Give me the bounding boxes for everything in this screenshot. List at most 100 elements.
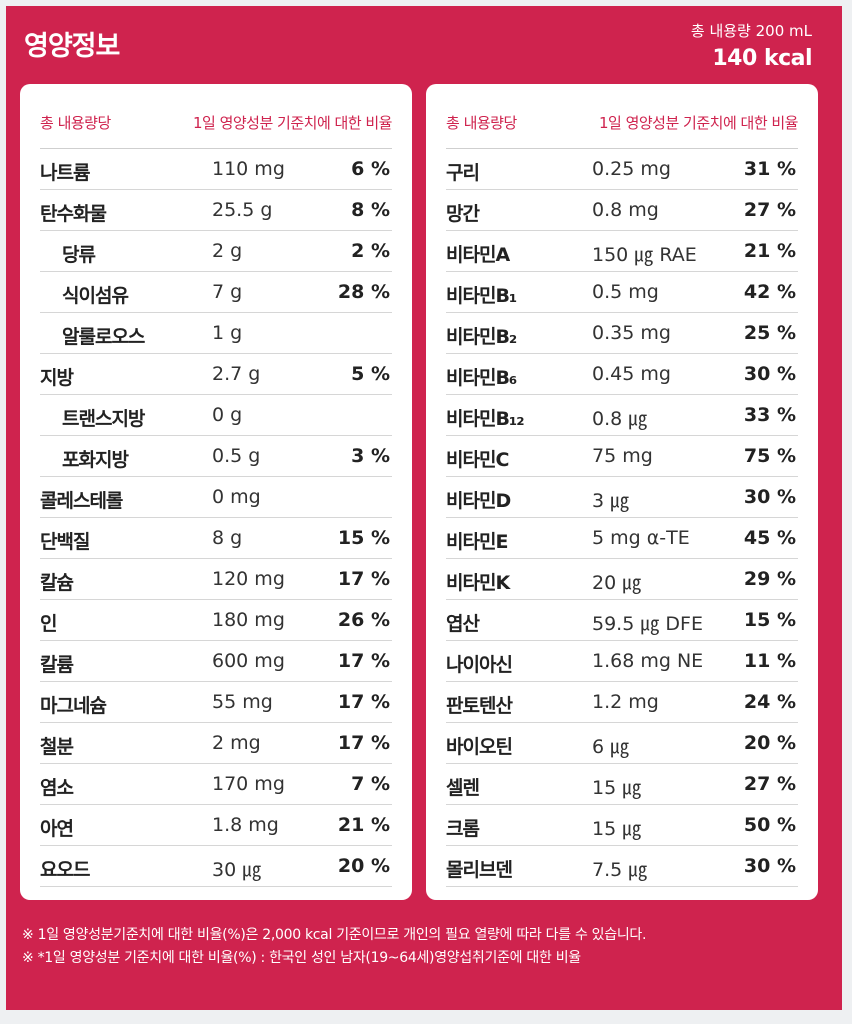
nutrient-table-left: 총 내용량당 1일 영양성분 기준치에 대한 비율 나트륨 110 mg 6 % 탄수… bbox=[20, 84, 412, 900]
nutrition-panel: 영양정보 총 내용량 200 mL 140 kcal 총 내용량당 1일 영양성… bbox=[6, 6, 842, 1010]
nutrient-row: 엽산 59.5 ㎍ DFE 15 % bbox=[446, 600, 798, 641]
nutrient-percent: 28 % bbox=[337, 281, 390, 303]
nutrient-amount: 120 mg bbox=[212, 568, 285, 590]
nutrient-name: 포화지방 bbox=[62, 449, 129, 471]
nutrient-percent: 33 % bbox=[743, 404, 796, 426]
nutrient-amount: 55 mg bbox=[212, 691, 273, 713]
nutrient-name: 비타민A bbox=[446, 244, 510, 266]
nutrient-percent: 11 % bbox=[743, 650, 796, 672]
nutrient-amount: 0.5 g bbox=[212, 445, 261, 467]
nutrient-percent: 20 % bbox=[743, 732, 796, 754]
nutrient-percent: 17 % bbox=[337, 732, 390, 754]
nutrient-name: 비타민B₁ bbox=[446, 285, 517, 307]
nutrient-amount: 1.68 mg NE bbox=[592, 650, 704, 672]
nutrient-amount: 0.35 mg bbox=[592, 322, 671, 344]
nutrient-percent: 21 % bbox=[337, 814, 390, 836]
nutrient-name: 비타민B₆ bbox=[446, 367, 517, 389]
total-volume: 총 내용량 200 mL bbox=[690, 22, 812, 40]
nutrient-name: 콜레스테롤 bbox=[40, 490, 123, 512]
nutrient-row: 비타민A 150 ㎍ RAE 21 % bbox=[446, 231, 798, 272]
nutrient-percent: 25 % bbox=[743, 322, 796, 344]
nutrient-percent: 27 % bbox=[743, 199, 796, 221]
nutrient-row: 망간 0.8 mg 27 % bbox=[446, 190, 798, 231]
nutrient-percent: 29 % bbox=[743, 568, 796, 590]
nutrient-amount: 170 mg bbox=[212, 773, 285, 795]
page-title: 영양정보 bbox=[24, 31, 120, 62]
nutrient-amount: 8 g bbox=[212, 527, 243, 549]
nutrient-row: 판토텐산 1.2 mg 24 % bbox=[446, 682, 798, 723]
nutrient-percent: 17 % bbox=[337, 691, 390, 713]
nutrient-name: 나이아신 bbox=[446, 654, 513, 676]
nutrient-amount: 180 mg bbox=[212, 609, 285, 631]
nutrient-amount: 75 mg bbox=[592, 445, 653, 467]
nutrient-amount: 6 ㎍ bbox=[592, 736, 630, 758]
nutrient-name: 단백질 bbox=[40, 531, 90, 553]
nutrient-row: 바이오틴 6 ㎍ 20 % bbox=[446, 723, 798, 764]
nutrient-percent: 30 % bbox=[743, 363, 796, 385]
nutrient-row: 철분 2 mg 17 % bbox=[40, 723, 392, 764]
nutrient-name: 크롬 bbox=[446, 818, 480, 840]
nutrient-name: 엽산 bbox=[446, 613, 480, 635]
header-daily-ratio: 1일 영양성분 기준치에 대한 비율 bbox=[192, 114, 393, 132]
footnote-ratio-basis: ※ *1일 영양성분 기준치에 대한 비율(%) : 한국인 성인 남자(19~… bbox=[22, 950, 581, 966]
footnotes: ※ 1일 영양성분기준치에 대한 비율(%)은 2,000 kcal 기준이므로… bbox=[22, 924, 832, 970]
nutrient-amount: 1 g bbox=[212, 322, 243, 344]
nutrient-percent: 17 % bbox=[337, 650, 390, 672]
nutrient-amount: 30 ㎍ bbox=[212, 859, 262, 881]
nutrient-row: 셀렌 15 ㎍ 27 % bbox=[446, 764, 798, 805]
nutrient-row: 몰리브덴 7.5 ㎍ 30 % bbox=[446, 846, 798, 887]
nutrient-name: 셀렌 bbox=[446, 777, 480, 799]
nutrient-percent: 45 % bbox=[743, 527, 796, 549]
nutrient-name: 나트륨 bbox=[40, 162, 90, 184]
nutrient-amount: 0.25 mg bbox=[592, 158, 671, 180]
nutrient-amount: 0.8 mg bbox=[592, 199, 659, 221]
nutrient-row: 마그네슘 55 mg 17 % bbox=[40, 682, 392, 723]
nutrient-row: 인 180 mg 26 % bbox=[40, 600, 392, 641]
nutrient-amount: 2 mg bbox=[212, 732, 261, 754]
nutrient-amount: 2.7 g bbox=[212, 363, 261, 385]
nutrient-name: 비타민K bbox=[446, 572, 510, 594]
nutrient-name: 판토텐산 bbox=[446, 695, 513, 717]
nutrient-row: 트랜스지방 0 g bbox=[40, 395, 392, 436]
nutrient-amount: 7.5 ㎍ bbox=[592, 859, 648, 881]
nutrient-amount: 59.5 ㎍ DFE bbox=[592, 613, 703, 635]
nutrient-name: 비타민B₂ bbox=[446, 326, 517, 348]
nutrient-amount: 150 ㎍ RAE bbox=[592, 244, 697, 266]
nutrient-row: 비타민D 3 ㎍ 30 % bbox=[446, 477, 798, 518]
nutrient-row: 비타민E 5 mg α-TE 45 % bbox=[446, 518, 798, 559]
nutrient-row: 비타민B₁₂ 0.8 ㎍ 33 % bbox=[446, 395, 798, 436]
nutrient-name: 당류 bbox=[62, 244, 96, 266]
nutrient-name: 칼슘 bbox=[40, 572, 74, 594]
nutrient-amount: 7 g bbox=[212, 281, 243, 303]
nutrient-percent: 31 % bbox=[743, 158, 796, 180]
nutrient-name: 지방 bbox=[40, 367, 74, 389]
nutrient-amount: 110 mg bbox=[212, 158, 285, 180]
nutrient-rows: 구리 0.25 mg 31 % 망간 0.8 mg 27 % 비타민A 150 ㎍ RAE 21… bbox=[446, 148, 798, 887]
nutrient-amount: 0.5 mg bbox=[592, 281, 659, 303]
nutrient-percent: 5 % bbox=[351, 363, 390, 385]
nutrient-name: 비타민D bbox=[446, 490, 511, 512]
nutrient-name: 인 bbox=[40, 613, 58, 635]
nutrient-rows: 나트륨 110 mg 6 % 탄수화물 25.5 g 8 % 당류 2 g 2 % 식이섬유 7 g… bbox=[40, 148, 392, 887]
nutrient-percent: 8 % bbox=[351, 199, 390, 221]
nutrient-row: 크롬 15 ㎍ 50 % bbox=[446, 805, 798, 846]
nutrient-name: 아연 bbox=[40, 818, 74, 840]
nutrient-percent: 75 % bbox=[743, 445, 796, 467]
nutrient-percent: 3 % bbox=[351, 445, 390, 467]
nutrient-row: 지방 2.7 g 5 % bbox=[40, 354, 392, 395]
nutrient-amount: 1.2 mg bbox=[592, 691, 659, 713]
nutrient-row: 탄수화물 25.5 g 8 % bbox=[40, 190, 392, 231]
nutrient-table-right: 총 내용량당 1일 영양성분 기준치에 대한 비율 구리 0.25 mg 31 % 망… bbox=[426, 84, 818, 900]
nutrient-amount: 3 ㎍ bbox=[592, 490, 630, 512]
nutrient-name: 비타민E bbox=[446, 531, 508, 553]
nutrient-row: 비타민K 20 ㎍ 29 % bbox=[446, 559, 798, 600]
nutrient-name: 몰리브덴 bbox=[446, 859, 513, 881]
nutrient-percent: 27 % bbox=[743, 773, 796, 795]
nutrient-name: 염소 bbox=[40, 777, 74, 799]
nutrient-row: 비타민B₆ 0.45 mg 30 % bbox=[446, 354, 798, 395]
header-per-serving: 총 내용량당 bbox=[40, 114, 111, 132]
nutrient-percent: 15 % bbox=[337, 527, 390, 549]
nutrient-name: 철분 bbox=[40, 736, 74, 758]
nutrient-percent: 24 % bbox=[743, 691, 796, 713]
nutrient-row: 비타민C 75 mg 75 % bbox=[446, 436, 798, 477]
